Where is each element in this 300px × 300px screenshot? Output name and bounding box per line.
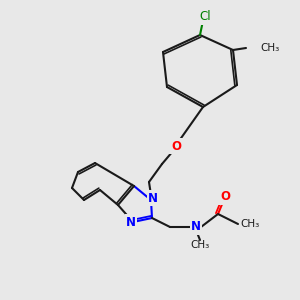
Text: CH₃: CH₃ <box>190 240 210 250</box>
Text: CH₃: CH₃ <box>240 219 259 229</box>
Text: N: N <box>126 215 136 229</box>
Text: O: O <box>171 140 181 152</box>
Text: N: N <box>148 191 158 205</box>
Text: CH₃: CH₃ <box>260 43 279 53</box>
Text: Cl: Cl <box>199 11 211 23</box>
Text: N: N <box>191 220 201 233</box>
Text: O: O <box>220 190 230 203</box>
